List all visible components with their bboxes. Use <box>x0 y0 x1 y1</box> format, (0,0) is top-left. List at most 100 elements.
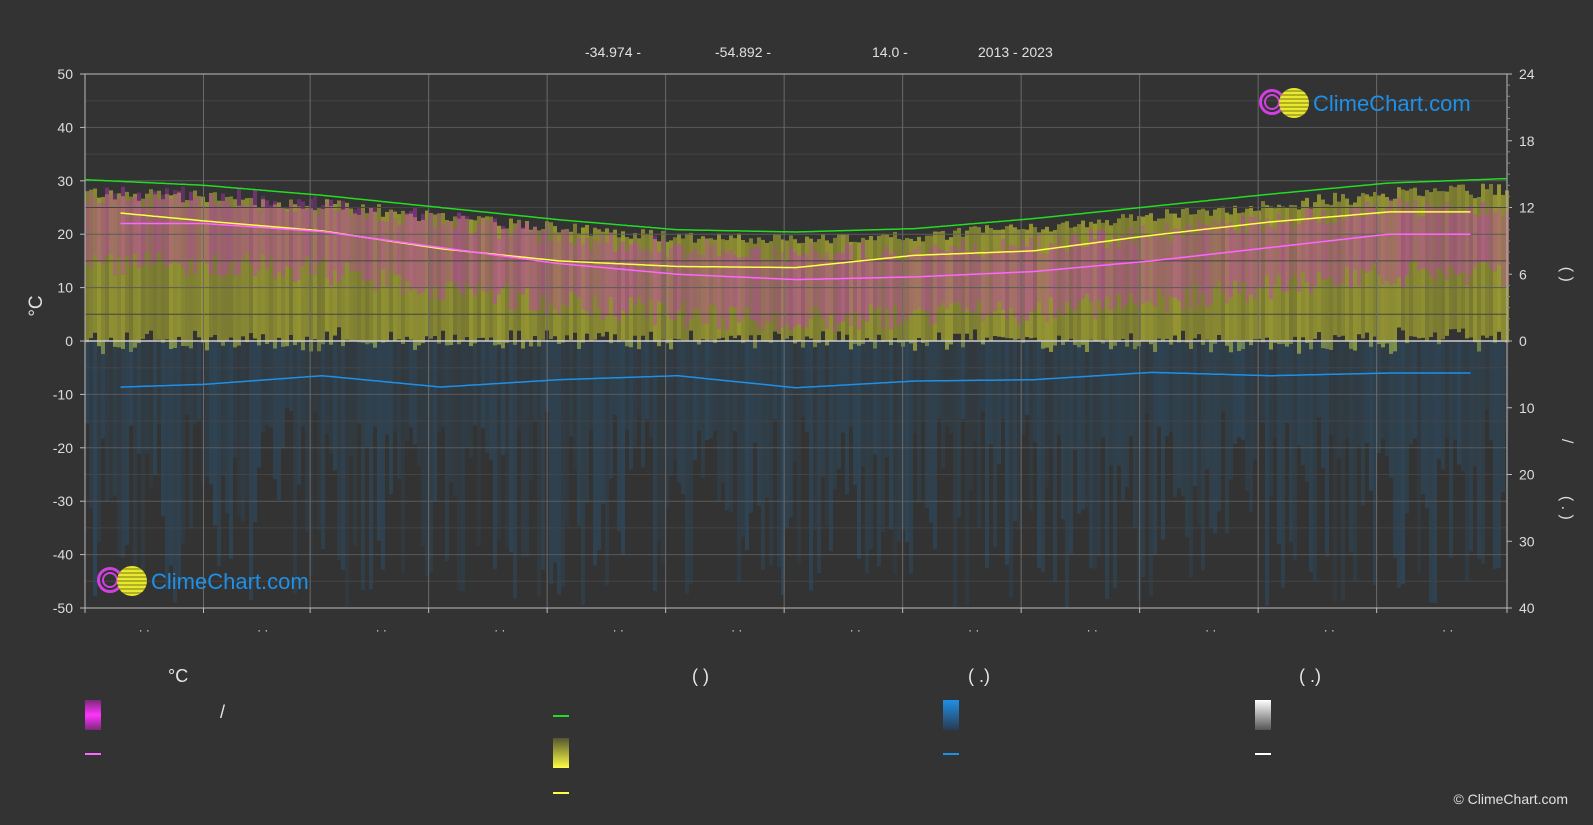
y-left-tick-label: -10 <box>53 386 73 402</box>
temp-band <box>1041 253 1045 316</box>
sun-band <box>285 208 289 347</box>
temp-band <box>1237 233 1241 294</box>
sun-band <box>637 238 641 350</box>
temp-band <box>309 199 313 275</box>
precip-band <box>1109 341 1113 466</box>
precip-band <box>817 341 821 574</box>
sun-band <box>629 238 633 348</box>
sun-band <box>893 231 897 339</box>
precip-band <box>909 341 913 574</box>
sun-band <box>1341 194 1345 336</box>
temp-band <box>1485 214 1489 263</box>
precip-band <box>781 341 785 596</box>
sun-band <box>229 196 233 338</box>
sun-band <box>1177 217 1181 343</box>
temp-band <box>1089 229 1093 302</box>
temp-band <box>177 190 181 264</box>
sun-band <box>1281 206 1285 345</box>
precip-band <box>1253 341 1257 460</box>
temp-band <box>237 188 241 275</box>
precip-band <box>641 341 645 468</box>
precip-band <box>949 341 953 434</box>
precip-band <box>1045 341 1049 487</box>
precip-band <box>261 341 265 433</box>
precip-band <box>229 341 233 559</box>
temp-band <box>89 190 93 268</box>
temp-band <box>489 222 493 291</box>
temp-band <box>1241 215 1245 283</box>
temp-band <box>485 220 489 293</box>
sun-band <box>533 226 537 336</box>
precip-band <box>165 341 169 590</box>
temp-band <box>1153 232 1157 307</box>
temp-band <box>189 191 193 259</box>
temp-band <box>1429 206 1433 276</box>
temp-band <box>817 253 821 312</box>
sun-band <box>409 213 413 340</box>
sun-band <box>697 238 701 345</box>
precip-band <box>1373 341 1377 585</box>
sun-band <box>1141 216 1145 342</box>
precip-band <box>489 341 493 460</box>
precip-band <box>729 341 733 512</box>
temp-band <box>745 256 749 308</box>
sun-band <box>1157 218 1161 339</box>
temp-band <box>473 231 477 296</box>
sun-band <box>1305 197 1309 343</box>
temp-band <box>1117 246 1121 294</box>
sun-band <box>1133 220 1137 350</box>
sun-band <box>677 233 681 340</box>
temp-band <box>689 252 693 319</box>
y-left-tick-label: -20 <box>53 440 73 456</box>
temp-band <box>529 231 533 310</box>
temp-band <box>1245 232 1249 303</box>
temp-band <box>997 253 1001 302</box>
sun-band <box>213 192 217 335</box>
precip-band <box>797 341 801 564</box>
temp-band <box>801 253 805 329</box>
precip-band <box>345 341 349 607</box>
sun-band <box>1161 218 1165 341</box>
sun-band <box>125 191 129 333</box>
sun-band <box>625 237 629 347</box>
precip-band <box>1361 341 1365 506</box>
precip-band <box>237 341 241 516</box>
precip-band <box>1025 341 1029 416</box>
temp-band <box>373 207 377 292</box>
temp-band <box>1453 208 1457 274</box>
sun-band <box>985 225 989 338</box>
precip-band <box>773 341 777 420</box>
y-left-tick-label: 10 <box>57 280 73 296</box>
sun-band <box>953 230 957 334</box>
temp-band <box>1009 245 1013 309</box>
sun-band <box>353 213 357 342</box>
sun-band <box>381 216 385 343</box>
precip-band <box>1405 341 1409 514</box>
precip-band <box>141 341 145 577</box>
precip-band <box>1401 341 1405 585</box>
precip-band <box>129 341 133 426</box>
temp-band <box>501 226 505 288</box>
sun-band <box>461 216 465 341</box>
sun-band <box>957 227 961 334</box>
precip-band <box>241 341 245 522</box>
precip-band <box>249 341 253 601</box>
temp-band <box>889 254 893 330</box>
precip-band <box>877 341 881 567</box>
temp-band <box>781 252 785 328</box>
temp-band <box>769 262 773 322</box>
y-right-bottom-tick-label: 20 <box>1519 467 1535 483</box>
precip-band <box>537 341 541 597</box>
precip-band <box>869 341 873 550</box>
temp-band <box>465 216 469 284</box>
sun-band <box>441 213 445 331</box>
precip-band <box>453 341 457 497</box>
sun-band <box>1153 220 1157 353</box>
sun-band <box>1485 189 1489 338</box>
temp-band <box>1389 198 1393 286</box>
sun-band <box>433 214 437 337</box>
sun-band <box>385 211 389 342</box>
sun-band <box>497 225 501 345</box>
temp-band <box>633 241 637 306</box>
sun-band <box>1333 192 1337 336</box>
